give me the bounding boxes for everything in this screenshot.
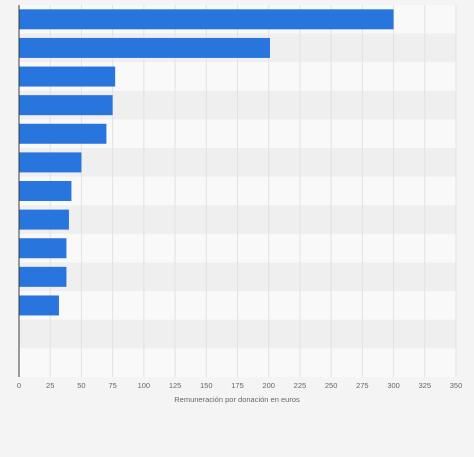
- bar[interactable]: [19, 266, 67, 287]
- x-tick-label: 325: [419, 381, 432, 390]
- bar[interactable]: [19, 152, 82, 173]
- x-axis-ticks: 0 25 50 75 100 125 150 175 200 225 250 275 300 325 350: [17, 381, 462, 390]
- x-tick-label: 0: [17, 381, 21, 390]
- x-tick-label: 175: [231, 381, 244, 390]
- x-tick-label: 100: [138, 381, 151, 390]
- bar[interactable]: [19, 9, 394, 30]
- bar[interactable]: [19, 95, 113, 116]
- bar[interactable]: [19, 238, 67, 259]
- bar[interactable]: [19, 181, 72, 201]
- x-tick-label: 300: [387, 381, 400, 390]
- x-tick-label: 75: [108, 381, 116, 390]
- x-tick-label: 150: [200, 381, 213, 390]
- x-tick-label: 275: [356, 381, 369, 390]
- bar[interactable]: [19, 37, 270, 58]
- bars: [19, 9, 394, 316]
- x-tick-label: 50: [77, 381, 85, 390]
- x-tick-label: 125: [169, 381, 182, 390]
- x-tick-label: 225: [294, 381, 307, 390]
- bar[interactable]: [19, 295, 59, 316]
- x-tick-label: 25: [46, 381, 54, 390]
- bar[interactable]: [19, 66, 116, 87]
- x-tick-label: 350: [450, 381, 463, 390]
- x-axis-title: Remuneración por donación en euros: [174, 395, 300, 404]
- x-tick-label: 200: [262, 381, 275, 390]
- bar[interactable]: [19, 209, 69, 230]
- x-tick-label: 250: [325, 381, 338, 390]
- bar[interactable]: [19, 123, 107, 144]
